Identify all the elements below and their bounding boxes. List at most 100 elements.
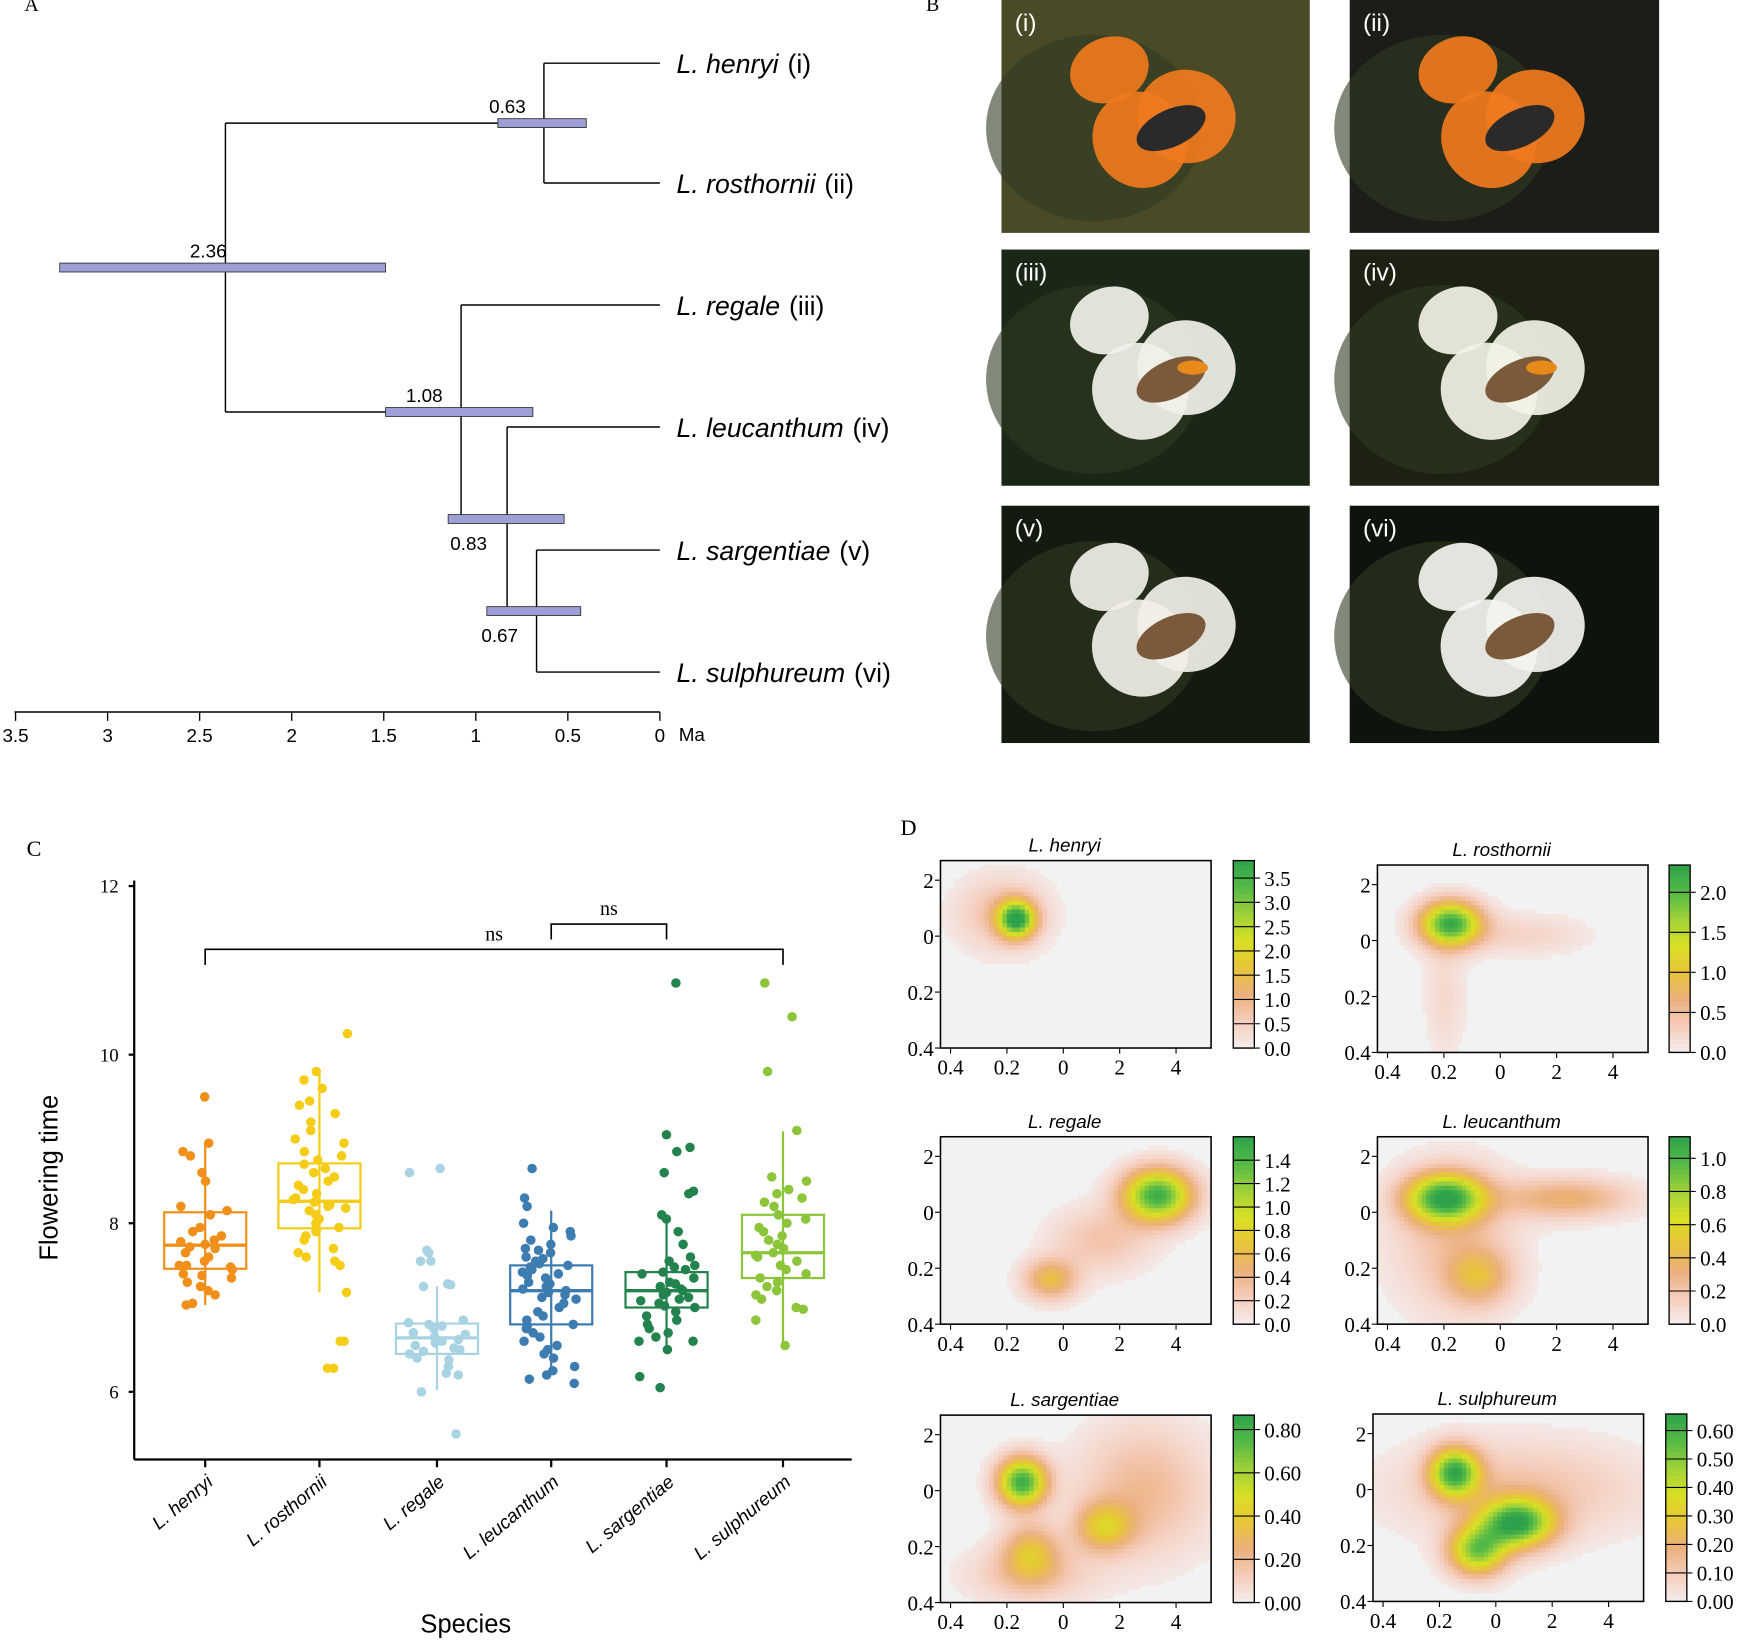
density-cell bbox=[1435, 936, 1441, 942]
density-cell bbox=[1577, 1181, 1583, 1187]
colorbar-segment bbox=[1669, 1178, 1691, 1185]
density-cell bbox=[1488, 1292, 1494, 1299]
photo-label: (vi) bbox=[1363, 516, 1397, 543]
density-cell bbox=[1528, 1181, 1534, 1187]
density-cell bbox=[1157, 1446, 1163, 1452]
density-cell bbox=[1421, 931, 1427, 938]
data-point bbox=[521, 1252, 531, 1262]
density-cell bbox=[1421, 1176, 1427, 1183]
density-cell bbox=[1007, 887, 1013, 893]
density-cell bbox=[1426, 1025, 1432, 1031]
density-cell bbox=[1157, 1172, 1163, 1178]
density-cell bbox=[1510, 1243, 1516, 1249]
density-cell bbox=[1157, 1145, 1163, 1151]
density-cell bbox=[1011, 940, 1017, 947]
density-cell bbox=[1559, 923, 1565, 929]
density-cell bbox=[1443, 945, 1450, 951]
density-cell bbox=[1060, 1261, 1066, 1267]
species-numeral: (iii) bbox=[789, 291, 824, 321]
density-cell bbox=[1479, 1288, 1485, 1294]
density-cell bbox=[989, 940, 995, 947]
density-cell bbox=[1162, 1441, 1168, 1448]
density-cell bbox=[1206, 1221, 1212, 1227]
density-cell bbox=[1452, 1310, 1458, 1316]
density-cell bbox=[1051, 1208, 1057, 1214]
density-cell bbox=[1426, 1199, 1432, 1205]
density-cell bbox=[1055, 1230, 1061, 1236]
colorbar-segment bbox=[1669, 865, 1691, 871]
density-cell bbox=[1612, 1221, 1618, 1227]
density-cell bbox=[971, 954, 977, 960]
data-point bbox=[751, 1315, 761, 1325]
density-cell bbox=[1126, 1239, 1132, 1245]
density-cell bbox=[1430, 927, 1436, 933]
density-cell bbox=[1475, 1159, 1481, 1165]
density-cell bbox=[1519, 1176, 1525, 1183]
density-cell bbox=[1386, 1172, 1392, 1178]
density-cell bbox=[1541, 1230, 1547, 1236]
density-cell bbox=[1202, 1432, 1208, 1439]
density-cell bbox=[1046, 1275, 1053, 1281]
density-cell bbox=[944, 891, 951, 897]
density-cell bbox=[1435, 1167, 1441, 1174]
density-cell bbox=[1492, 1279, 1498, 1285]
data-point bbox=[651, 1332, 661, 1342]
density-cell bbox=[1404, 1284, 1410, 1290]
density-cell bbox=[1443, 1007, 1450, 1013]
density-cell bbox=[1448, 1212, 1454, 1218]
density-cell bbox=[967, 918, 973, 924]
density-cell bbox=[1488, 1159, 1494, 1165]
density-cell bbox=[1577, 1203, 1583, 1209]
density-cell bbox=[958, 931, 964, 938]
density-cell bbox=[1011, 865, 1017, 871]
density-cell bbox=[1630, 1212, 1636, 1218]
data-point bbox=[428, 1323, 439, 1334]
density-cell bbox=[1038, 914, 1044, 920]
density-cell bbox=[1086, 1217, 1092, 1223]
density-cell bbox=[1122, 1450, 1128, 1456]
density-cell bbox=[1188, 1185, 1194, 1191]
density-cell bbox=[1095, 1424, 1101, 1430]
density-cell bbox=[1439, 972, 1445, 978]
density-cell bbox=[1033, 1275, 1039, 1281]
density-cell bbox=[1488, 940, 1494, 947]
density-cell bbox=[1408, 896, 1414, 902]
density-cell bbox=[1412, 909, 1419, 915]
density-cell bbox=[1532, 1203, 1538, 1209]
density-cell bbox=[1104, 1252, 1110, 1258]
density-cell bbox=[1193, 1225, 1199, 1232]
density-cell bbox=[1091, 1446, 1097, 1452]
density-cell bbox=[1559, 936, 1565, 942]
density-cell bbox=[1109, 1415, 1115, 1421]
density-cell bbox=[1448, 923, 1454, 929]
density-cell bbox=[984, 869, 990, 875]
density-cell bbox=[1166, 1248, 1172, 1254]
density-cell bbox=[1475, 1203, 1481, 1209]
density-cell bbox=[1399, 1203, 1405, 1209]
density-cell bbox=[1051, 1225, 1057, 1232]
density-cell bbox=[1483, 923, 1489, 929]
density-cell bbox=[1113, 1266, 1119, 1272]
density-cell bbox=[1135, 1424, 1141, 1430]
density-cell bbox=[1051, 1284, 1057, 1290]
density-cell bbox=[1457, 1141, 1463, 1147]
density-cell bbox=[1501, 1230, 1507, 1236]
density-cell bbox=[1492, 1154, 1498, 1160]
density-cell bbox=[989, 900, 995, 906]
density-cell bbox=[1514, 1275, 1521, 1281]
density-cell bbox=[1572, 945, 1578, 951]
density-cell bbox=[1038, 1248, 1044, 1254]
density-cell bbox=[1188, 1217, 1194, 1223]
density-cell bbox=[1492, 1172, 1498, 1178]
density-cell bbox=[944, 900, 951, 906]
density-cell bbox=[1122, 1441, 1128, 1448]
density-cell bbox=[1452, 1270, 1458, 1276]
density-cell bbox=[1426, 1012, 1432, 1018]
density-cell bbox=[1466, 1145, 1472, 1151]
density-cell bbox=[1461, 954, 1467, 960]
density-cell bbox=[1488, 909, 1494, 915]
density-cell bbox=[1506, 1315, 1512, 1321]
density-cell bbox=[1162, 1176, 1168, 1183]
density-cell bbox=[1051, 1257, 1057, 1263]
